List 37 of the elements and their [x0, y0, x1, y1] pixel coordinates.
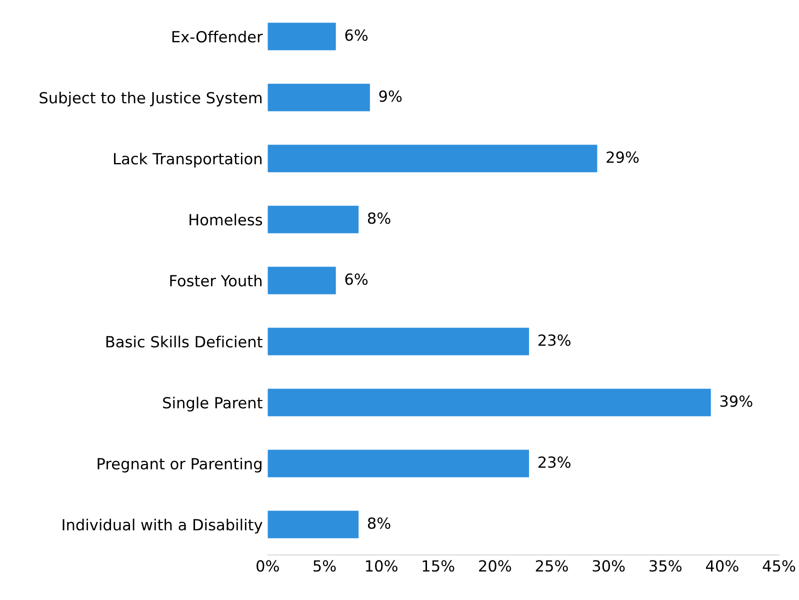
data-label: 29% — [606, 151, 639, 163]
data-label: 8% — [368, 517, 390, 529]
x-tick-label: 30% — [592, 560, 625, 572]
data-label: 39% — [720, 395, 752, 407]
data-label: 6% — [345, 273, 368, 285]
x-tick-label: 0% — [256, 560, 279, 572]
x-tick-label: 10% — [366, 560, 398, 572]
x-tick-label: 45% — [762, 560, 796, 572]
data-label: 23% — [538, 456, 570, 468]
data-label: 9% — [379, 90, 402, 102]
y-tick-label: Lack Transportation — [114, 152, 262, 168]
bar — [268, 450, 530, 478]
bar — [268, 84, 370, 112]
bar — [268, 144, 598, 172]
y-tick-label: Individual with a Disability — [62, 518, 262, 534]
y-tick-label: Single Parent — [163, 396, 262, 412]
y-tick-label: Pregnant or Parenting — [98, 458, 262, 472]
bar — [268, 510, 359, 538]
bar — [268, 206, 359, 234]
data-label: 8% — [368, 212, 390, 224]
y-tick-label: Subject to the Justice System — [40, 92, 262, 106]
data-label: 23% — [538, 334, 570, 346]
data-label: 6% — [345, 29, 368, 41]
x-tick-label: 35% — [650, 560, 682, 572]
y-tick-label: Basic Skills Deficient — [106, 336, 262, 348]
x-tick-label: 20% — [479, 560, 512, 572]
x-tick-label: 25% — [536, 560, 568, 572]
bar — [268, 328, 530, 356]
bar — [268, 388, 711, 416]
y-tick-label: Foster Youth — [170, 274, 262, 287]
x-tick-label: 40% — [706, 560, 738, 572]
x-tick-label: 15% — [422, 560, 454, 572]
x-tick-label: 5% — [314, 560, 336, 572]
y-tick-label: Ex-Offender — [172, 30, 263, 43]
bar — [268, 266, 336, 294]
bar — [268, 22, 336, 50]
y-tick-label: Homeless — [190, 214, 262, 226]
